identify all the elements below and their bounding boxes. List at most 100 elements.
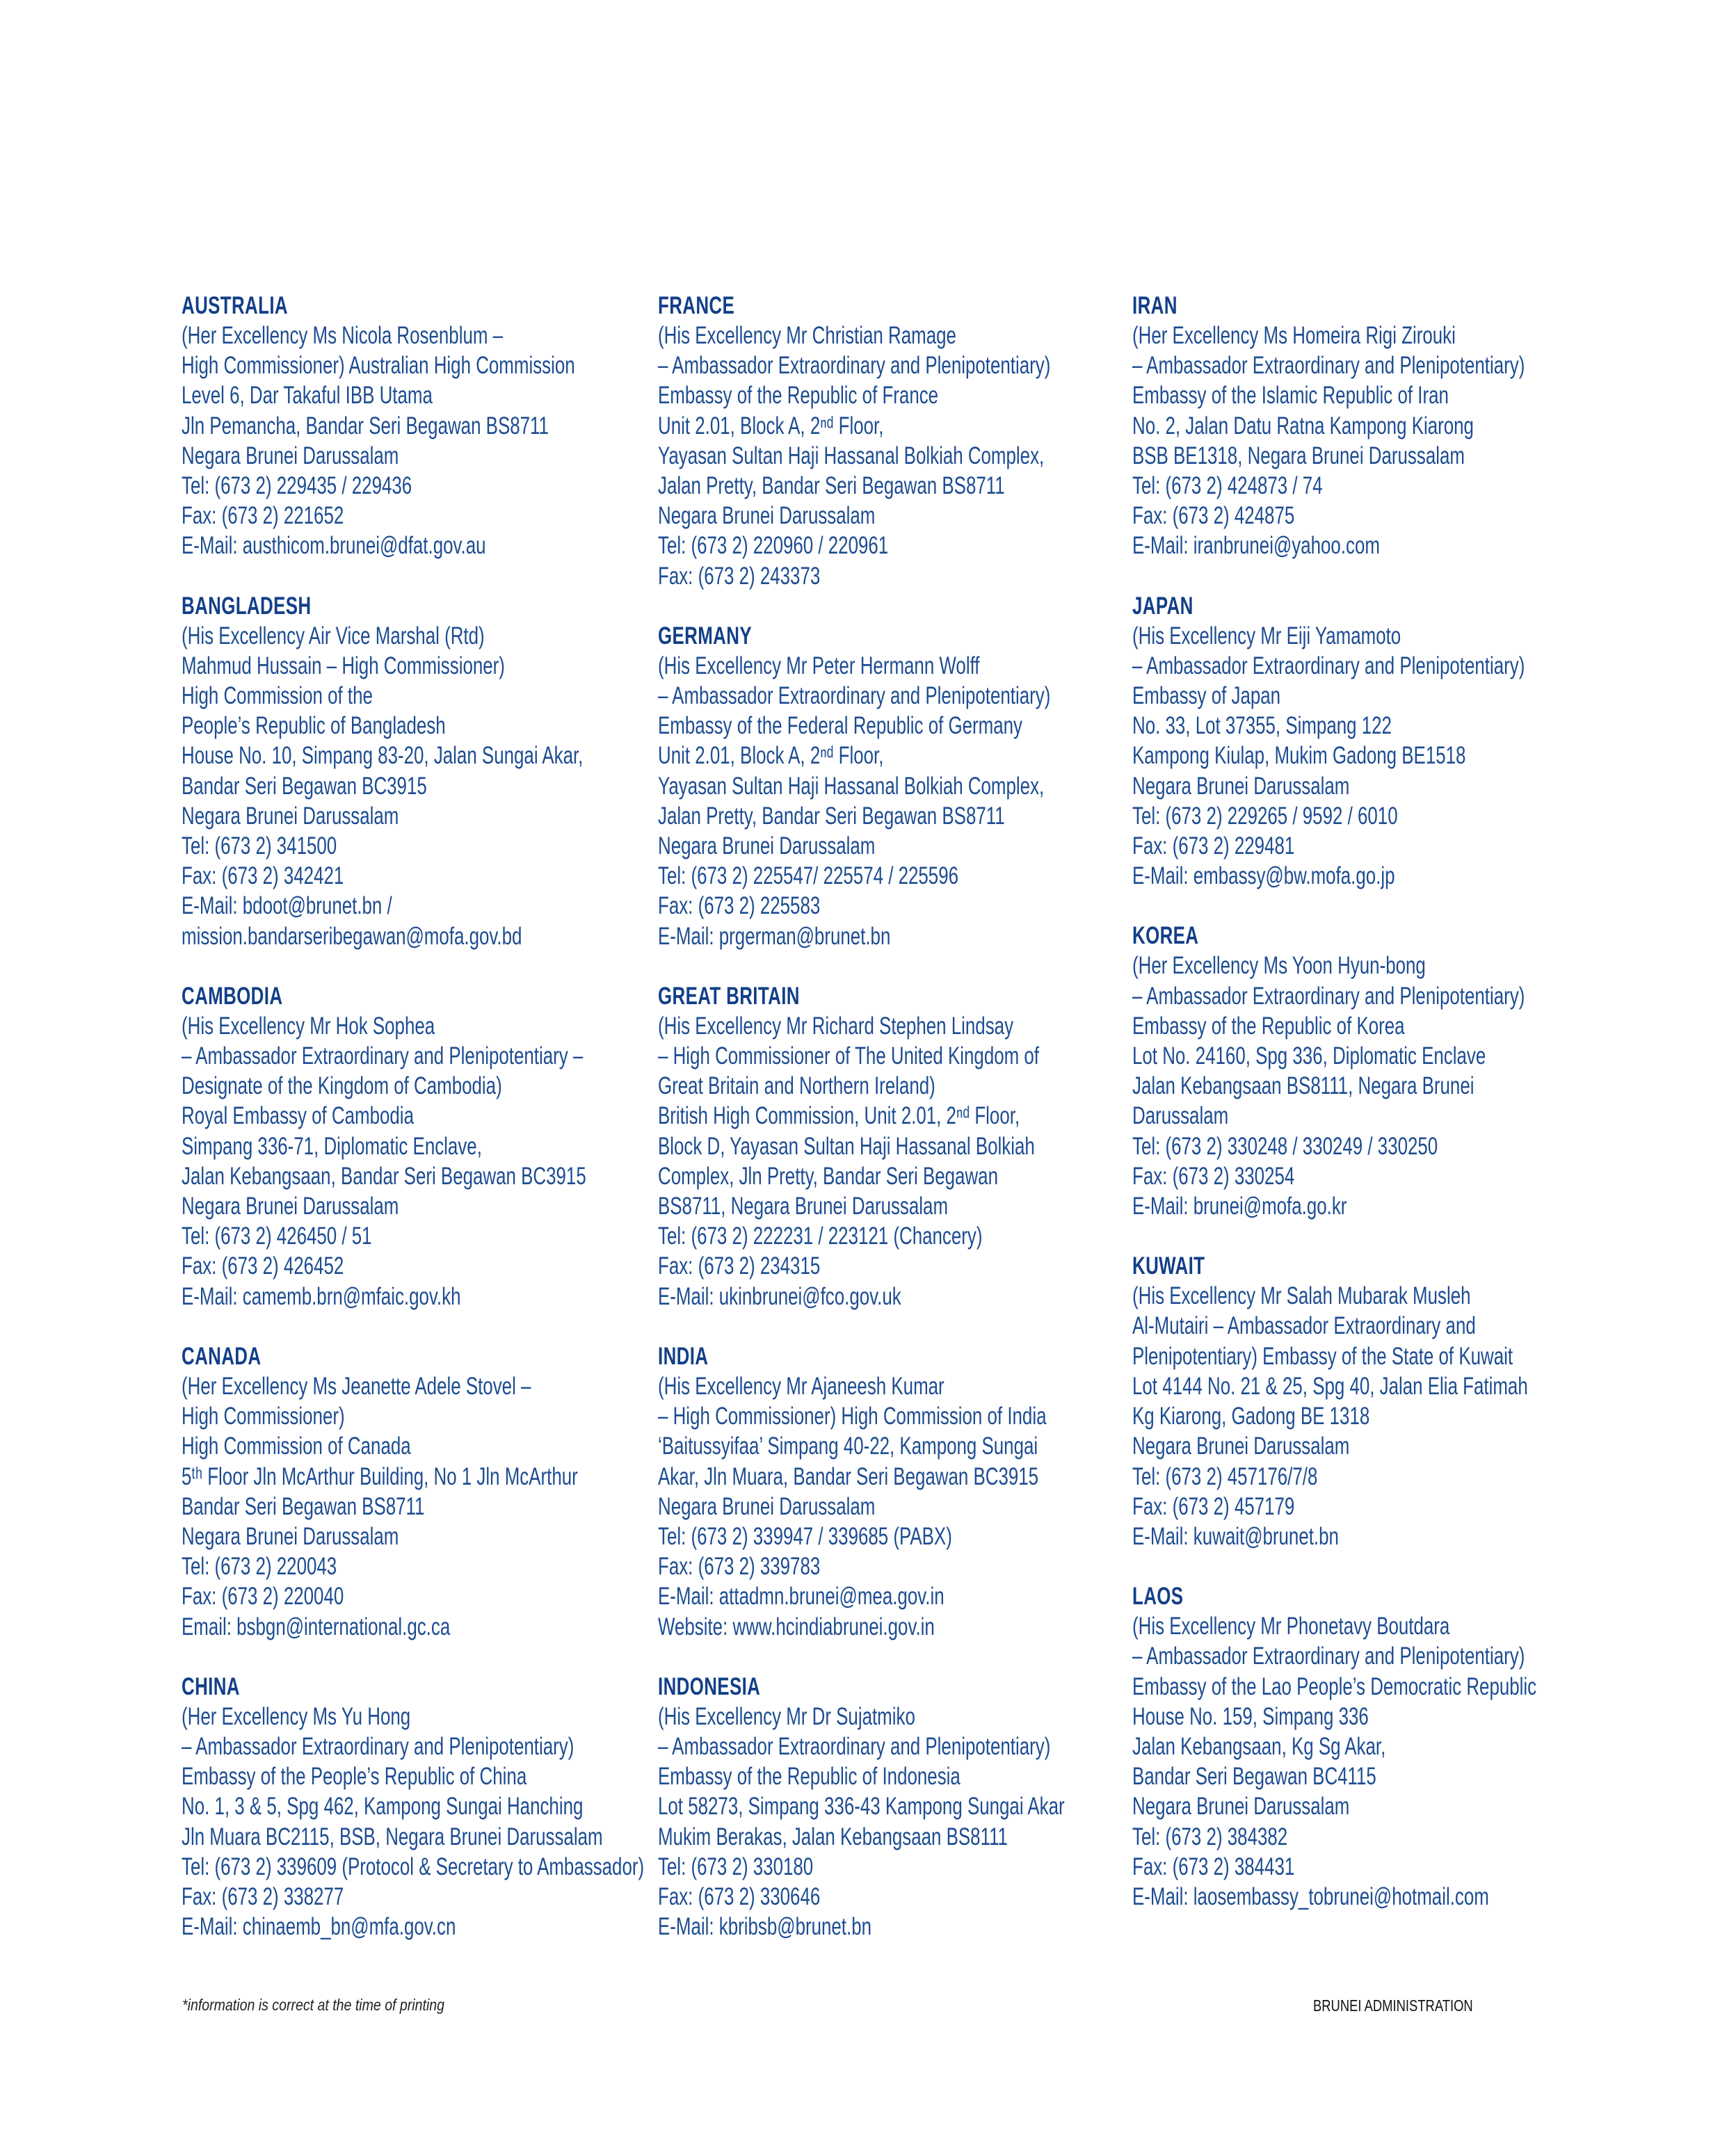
contact-line: Tel: (673 2) 339947 / 339685 (PABX) xyxy=(658,1522,952,1550)
contact-line: Al-Mutairi – Ambassador Extraordinary an… xyxy=(1132,1312,1476,1340)
contact-line: Fax: (673 2) 243373 xyxy=(658,562,821,590)
contact-line: Fax: (673 2) 457179 xyxy=(1132,1492,1295,1520)
contact-line: Jalan Pretty, Bandar Seri Begawan BS8711 xyxy=(658,802,1005,830)
contact-line: Jln Pemancha, Bandar Seri Begawan BS8711 xyxy=(182,412,549,439)
contact-line: E-Mail: embassy@bw.mofa.go.jp xyxy=(1132,862,1395,890)
contact-line: Website: www.hcindiabrunei.gov.in xyxy=(658,1613,935,1640)
contact-line: BS8711, Negara Brunei Darussalam xyxy=(658,1193,949,1220)
country-heading: CHINA xyxy=(182,1672,240,1700)
contact-line: – High Commissioner) High Commission of … xyxy=(658,1403,1047,1430)
contact-line: Jln Muara BC2115, BSB, Negara Brunei Dar… xyxy=(182,1823,603,1850)
contact-line: (Her Excellency Ms Jeanette Adele Stovel… xyxy=(182,1372,531,1400)
contact-line: Plenipotentiary) Embassy of the State of… xyxy=(1132,1342,1513,1370)
contact-line: BSB BE1318, Negara Brunei Darussalam xyxy=(1132,442,1465,469)
contact-line: Embassy of the Islamic Republic of Iran xyxy=(1132,382,1449,410)
contact-line: (His Excellency Mr Phonetavy Boutdara xyxy=(1132,1613,1450,1640)
contact-line: Negara Brunei Darussalam xyxy=(1132,1433,1350,1460)
contact-line: – Ambassador Extraordinary and Plenipote… xyxy=(1132,652,1525,679)
contact-line: E-Mail: ukinbrunei@fco.gov.uk xyxy=(658,1282,901,1310)
contact-line: Embassy of the Republic of France xyxy=(658,382,939,410)
contact-line: 5ᵗʰ Floor Jln McArthur Building, No 1 Jl… xyxy=(182,1462,578,1490)
contact-line: – Ambassador Extraordinary and Plenipote… xyxy=(182,1732,574,1760)
contact-line: Fax: (673 2) 338277 xyxy=(182,1882,344,1910)
contact-line: Tel: (673 2) 330180 xyxy=(658,1853,814,1880)
contact-line: Kampong Kiulap, Mukim Gadong BE1518 xyxy=(1132,742,1466,770)
contact-line: Fax: (673 2) 426452 xyxy=(182,1252,344,1280)
contact-line: Unit 2.01, Block A, 2ⁿᵈ Floor, xyxy=(658,412,884,439)
contact-line: Tel: (673 2) 457176/7/8 xyxy=(1132,1462,1318,1490)
contact-line: (Her Excellency Ms Yoon Hyun-bong xyxy=(1132,952,1426,980)
contact-line: Embassy of Japan xyxy=(1132,682,1281,710)
contact-line: E-Mail: bdoot@brunet.bn / xyxy=(182,892,392,920)
contact-line: Tel: (673 2) 339609 (Protocol & Secretar… xyxy=(182,1853,645,1880)
contact-line: Embassy of the Republic of Indonesia xyxy=(658,1763,961,1791)
contact-line: Jalan Kebangsaan, Kg Sg Akar, xyxy=(1132,1732,1386,1760)
contact-line: Unit 2.01, Block A, 2ⁿᵈ Floor, xyxy=(658,742,884,770)
contact-line: Negara Brunei Darussalam xyxy=(182,802,399,830)
contact-line: Fax: (673 2) 330254 xyxy=(1132,1162,1295,1190)
contact-line: E-Mail: austhicom.brunei@dfat.gov.au xyxy=(182,532,486,560)
contact-line: E-Mail: prgerman@brunet.bn xyxy=(658,922,891,950)
contact-line: Negara Brunei Darussalam xyxy=(1132,772,1350,800)
contact-line: Negara Brunei Darussalam xyxy=(182,442,399,469)
contact-line: (His Excellency Mr Richard Stephen Linds… xyxy=(658,1012,1014,1040)
embassy-entry-korea: KOREA (Her Excellency Ms Yoon Hyun-bong – … xyxy=(1132,921,1606,1221)
contact-line: Tel: (673 2) 384382 xyxy=(1132,1823,1288,1850)
country-heading: GERMANY xyxy=(658,622,752,650)
contact-line: E-Mail: laosembassy_tobrunei@hotmail.com xyxy=(1132,1882,1489,1910)
contact-line: Lot No. 24160, Spg 336, Diplomatic Encla… xyxy=(1132,1042,1486,1070)
embassy-entry-great-britain: GREAT BRITAIN (His Excellency Mr Richard … xyxy=(658,981,1132,1312)
contact-line: Complex, Jln Pretty, Bandar Seri Begawan xyxy=(658,1162,998,1190)
contact-line: Negara Brunei Darussalam xyxy=(658,502,876,530)
contact-line: People’s Republic of Bangladesh xyxy=(182,712,446,740)
contact-line: Mahmud Hussain – High Commissioner) xyxy=(182,652,505,679)
contact-line: Fax: (673 2) 221652 xyxy=(182,502,344,530)
contact-line: E-Mail: camemb.brn@mfaic.gov.kh xyxy=(182,1282,461,1310)
contact-line: High Commissioner) xyxy=(182,1403,345,1430)
country-heading: INDIA xyxy=(658,1342,709,1370)
contact-line: Simpang 336-71, Diplomatic Enclave, xyxy=(182,1132,482,1160)
contact-line: (Her Excellency Ms Nicola Rosenblum – xyxy=(182,322,504,349)
contact-line: Tel: (673 2) 229435 / 229436 xyxy=(182,472,412,500)
contact-line: mission.bandarseribegawan@mofa.gov.bd xyxy=(182,922,522,950)
country-heading: BANGLADESH xyxy=(182,592,312,620)
contact-line: Fax: (673 2) 330646 xyxy=(658,1882,821,1910)
contact-line: (His Excellency Mr Dr Sujatmiko xyxy=(658,1702,915,1730)
country-heading: INDONESIA xyxy=(658,1672,761,1700)
contact-line: Tel: (673 2) 424873 / 74 xyxy=(1132,472,1323,500)
contact-line: Royal Embassy of Cambodia xyxy=(182,1102,414,1130)
contact-line: Tel: (673 2) 222231 / 223121 (Chancery) xyxy=(658,1223,983,1250)
embassy-entry-laos: LAOS (His Excellency Mr Phonetavy Boutdar… xyxy=(1132,1581,1606,1912)
contact-line: (Her Excellency Ms Yu Hong xyxy=(182,1702,411,1730)
contact-line: Level 6, Dar Takaful IBB Utama xyxy=(182,382,433,410)
directory-column-3: IRAN (Her Excellency Ms Homeira Rigi Ziro… xyxy=(1132,291,1606,1942)
contact-line: Yayasan Sultan Haji Hassanal Bolkiah Com… xyxy=(658,442,1045,469)
contact-line: Jalan Kebangsaan, Bandar Seri Begawan BC… xyxy=(182,1162,586,1190)
embassy-entry-china: CHINA (Her Excellency Ms Yu Hong – Ambassa… xyxy=(182,1672,655,1942)
embassy-entry-india: INDIA (His Excellency Mr Ajaneesh Kumar – … xyxy=(658,1341,1132,1642)
contact-line: Tel: (673 2) 220043 xyxy=(182,1553,337,1581)
contact-line: Fax: (673 2) 424875 xyxy=(1132,502,1295,530)
contact-line: (His Excellency Mr Peter Hermann Wolff xyxy=(658,652,980,679)
contact-line: Bandar Seri Begawan BC4115 xyxy=(1132,1763,1376,1791)
directory-column-2: FRANCE (His Excellency Mr Christian Ramag… xyxy=(658,291,1132,1971)
contact-line: Fax: (673 2) 220040 xyxy=(182,1583,344,1611)
contact-line: ‘Baitussyifaa’ Simpang 40-22, Kampong Su… xyxy=(658,1433,1038,1460)
contact-line: Negara Brunei Darussalam xyxy=(658,832,876,860)
contact-line: – Ambassador Extraordinary and Plenipote… xyxy=(658,682,1051,710)
country-heading: JAPAN xyxy=(1132,592,1194,620)
section-label: BRUNEI ADMINISTRATION xyxy=(1313,1996,1473,2015)
contact-line: Tel: (673 2) 225547/ 225574 / 225596 xyxy=(658,862,959,890)
contact-line: – Ambassador Extraordinary and Plenipote… xyxy=(1132,352,1525,380)
contact-line: Tel: (673 2) 220960 / 220961 xyxy=(658,532,889,560)
footnote: *information is correct at the time of p… xyxy=(182,1996,445,2014)
contact-line: Tel: (673 2) 341500 xyxy=(182,832,337,860)
embassy-entry-japan: JAPAN (His Excellency Mr Eiji Yamamoto – A… xyxy=(1132,591,1606,891)
contact-line: Kg Kiarong, Gadong BE 1318 xyxy=(1132,1403,1370,1430)
contact-line: Fax: (673 2) 229481 xyxy=(1132,832,1295,860)
contact-line: High Commissioner) Australian High Commi… xyxy=(182,352,575,380)
contact-line: – Ambassador Extraordinary and Plenipote… xyxy=(182,1042,584,1070)
contact-line: (His Excellency Mr Salah Mubarak Musleh xyxy=(1132,1282,1471,1310)
country-heading: CANADA xyxy=(182,1342,262,1370)
contact-line: British High Commission, Unit 2.01, 2ⁿᵈ … xyxy=(658,1102,1020,1130)
